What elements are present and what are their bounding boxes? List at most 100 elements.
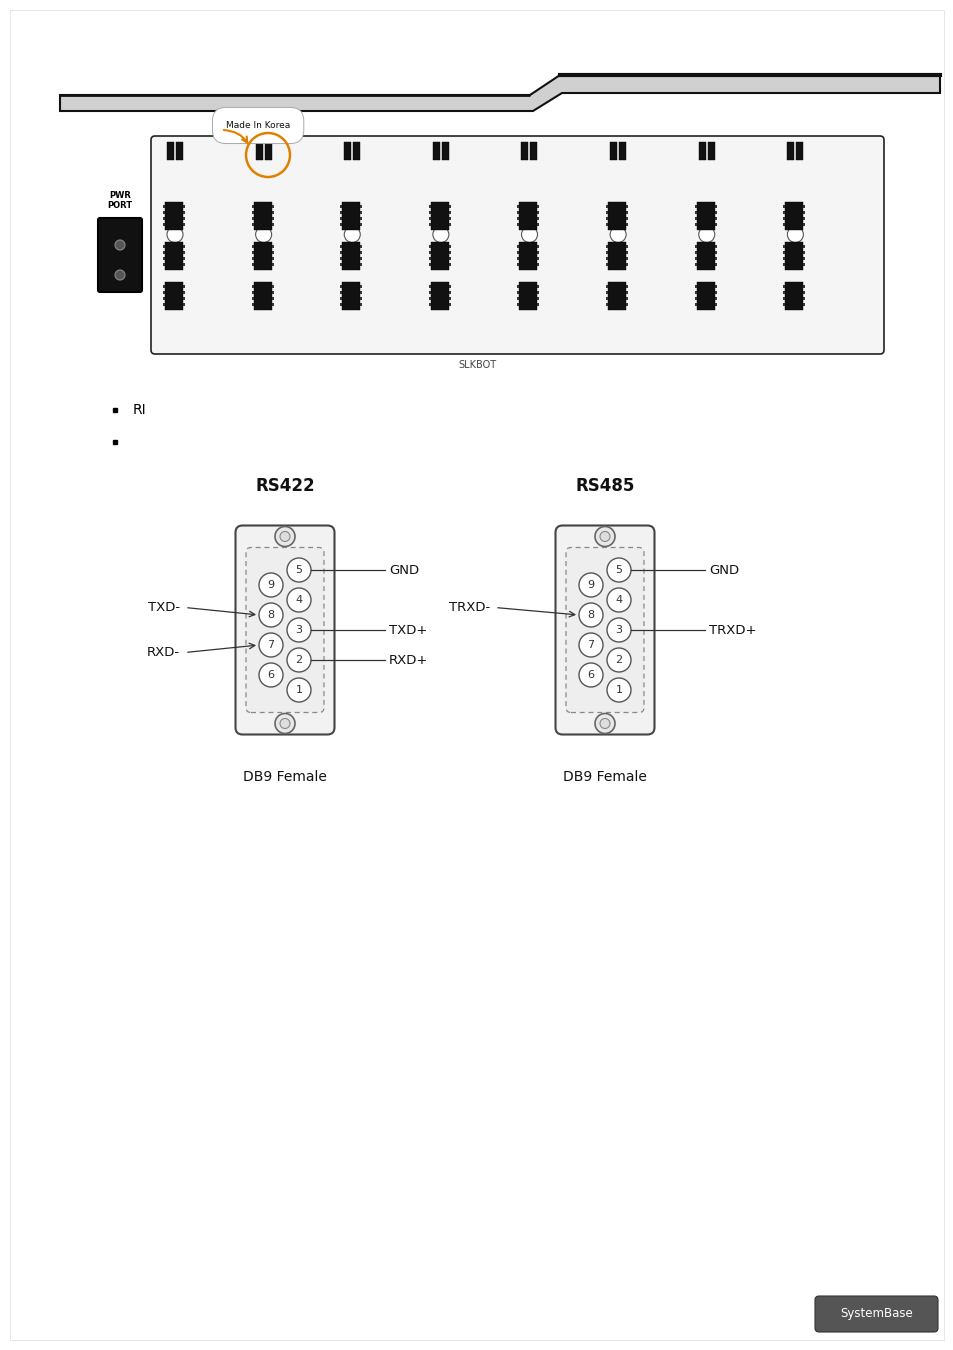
FancyBboxPatch shape <box>449 205 451 208</box>
FancyBboxPatch shape <box>694 263 696 266</box>
FancyBboxPatch shape <box>340 244 342 248</box>
FancyBboxPatch shape <box>519 282 537 310</box>
Text: TRXD-: TRXD- <box>448 601 490 614</box>
FancyBboxPatch shape <box>252 256 253 261</box>
FancyBboxPatch shape <box>183 292 185 294</box>
FancyBboxPatch shape <box>342 242 360 270</box>
Text: DB9 Female: DB9 Female <box>562 769 646 784</box>
FancyBboxPatch shape <box>537 256 539 261</box>
FancyBboxPatch shape <box>694 211 696 215</box>
FancyBboxPatch shape <box>714 285 716 288</box>
FancyBboxPatch shape <box>252 297 253 300</box>
FancyBboxPatch shape <box>449 256 451 261</box>
FancyBboxPatch shape <box>537 302 539 306</box>
FancyBboxPatch shape <box>625 256 627 261</box>
FancyBboxPatch shape <box>163 297 165 300</box>
FancyBboxPatch shape <box>183 223 185 225</box>
FancyBboxPatch shape <box>537 244 539 248</box>
FancyBboxPatch shape <box>714 297 716 300</box>
FancyBboxPatch shape <box>714 244 716 248</box>
Text: SLKBOT: SLKBOT <box>457 360 496 370</box>
FancyBboxPatch shape <box>360 256 362 261</box>
FancyBboxPatch shape <box>429 251 431 254</box>
FancyBboxPatch shape <box>183 217 185 220</box>
FancyBboxPatch shape <box>625 297 627 300</box>
FancyBboxPatch shape <box>272 256 274 261</box>
FancyBboxPatch shape <box>625 263 627 266</box>
FancyBboxPatch shape <box>449 297 451 300</box>
FancyBboxPatch shape <box>802 297 804 300</box>
FancyBboxPatch shape <box>605 302 607 306</box>
FancyBboxPatch shape <box>340 205 342 208</box>
FancyBboxPatch shape <box>431 242 449 270</box>
Text: PWR
PORT: PWR PORT <box>108 190 132 211</box>
Text: Made In Korea: Made In Korea <box>226 122 290 130</box>
Text: TXD-: TXD- <box>148 601 180 614</box>
Text: DB9 Female: DB9 Female <box>243 769 327 784</box>
FancyBboxPatch shape <box>449 263 451 266</box>
FancyBboxPatch shape <box>802 285 804 288</box>
FancyBboxPatch shape <box>605 217 607 220</box>
Circle shape <box>606 558 630 582</box>
FancyBboxPatch shape <box>517 211 519 215</box>
FancyBboxPatch shape <box>537 223 539 225</box>
FancyBboxPatch shape <box>517 223 519 225</box>
FancyBboxPatch shape <box>802 211 804 215</box>
FancyBboxPatch shape <box>255 142 262 161</box>
FancyBboxPatch shape <box>272 205 274 208</box>
Text: 9: 9 <box>587 580 594 590</box>
FancyBboxPatch shape <box>802 263 804 266</box>
FancyBboxPatch shape <box>519 202 537 230</box>
Circle shape <box>344 227 360 243</box>
FancyBboxPatch shape <box>98 217 142 292</box>
Circle shape <box>167 227 183 243</box>
FancyBboxPatch shape <box>796 142 802 161</box>
Circle shape <box>606 648 630 672</box>
Circle shape <box>595 714 615 733</box>
FancyBboxPatch shape <box>605 285 607 288</box>
FancyBboxPatch shape <box>183 211 185 215</box>
FancyBboxPatch shape <box>605 205 607 208</box>
FancyBboxPatch shape <box>537 211 539 215</box>
Circle shape <box>115 270 125 279</box>
FancyBboxPatch shape <box>183 263 185 266</box>
FancyBboxPatch shape <box>707 142 714 161</box>
FancyBboxPatch shape <box>253 202 272 230</box>
Circle shape <box>578 663 602 687</box>
FancyBboxPatch shape <box>814 1296 937 1332</box>
FancyBboxPatch shape <box>252 263 253 266</box>
FancyBboxPatch shape <box>429 292 431 294</box>
Circle shape <box>578 572 602 597</box>
FancyBboxPatch shape <box>782 302 784 306</box>
FancyBboxPatch shape <box>618 142 625 161</box>
FancyBboxPatch shape <box>340 302 342 306</box>
FancyBboxPatch shape <box>449 223 451 225</box>
FancyBboxPatch shape <box>252 205 253 208</box>
FancyBboxPatch shape <box>784 242 802 270</box>
FancyBboxPatch shape <box>784 202 802 230</box>
FancyBboxPatch shape <box>537 205 539 208</box>
FancyBboxPatch shape <box>252 223 253 225</box>
FancyBboxPatch shape <box>340 297 342 300</box>
Text: 5: 5 <box>615 566 622 575</box>
FancyBboxPatch shape <box>802 223 804 225</box>
FancyBboxPatch shape <box>163 263 165 266</box>
Text: 7: 7 <box>587 640 594 649</box>
FancyBboxPatch shape <box>272 292 274 294</box>
Circle shape <box>280 532 290 541</box>
FancyBboxPatch shape <box>431 202 449 230</box>
FancyBboxPatch shape <box>183 251 185 254</box>
FancyBboxPatch shape <box>694 297 696 300</box>
FancyBboxPatch shape <box>272 223 274 225</box>
FancyBboxPatch shape <box>252 244 253 248</box>
FancyBboxPatch shape <box>272 244 274 248</box>
FancyBboxPatch shape <box>802 244 804 248</box>
Circle shape <box>274 526 294 547</box>
FancyBboxPatch shape <box>429 223 431 225</box>
FancyBboxPatch shape <box>449 211 451 215</box>
FancyBboxPatch shape <box>714 211 716 215</box>
FancyBboxPatch shape <box>272 217 274 220</box>
FancyBboxPatch shape <box>694 292 696 294</box>
Text: 8: 8 <box>587 610 594 620</box>
FancyBboxPatch shape <box>782 292 784 294</box>
